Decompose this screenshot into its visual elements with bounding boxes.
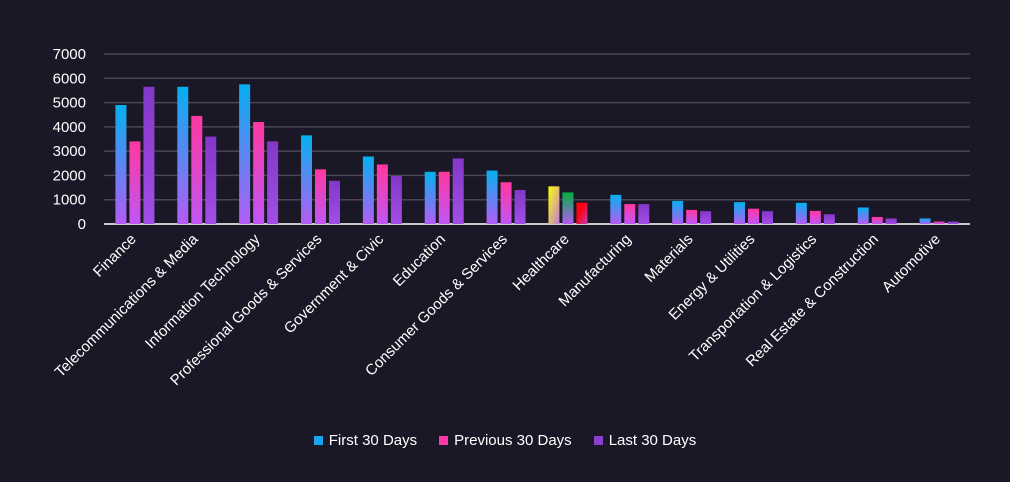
bar-last-30-days[interactable] (143, 86, 155, 225)
x-tick-label: Automotive (879, 231, 944, 296)
legend-label: Previous 30 Days (454, 432, 572, 449)
bar-previous-30-days[interactable] (686, 209, 698, 224)
bar-first-30-days[interactable] (734, 202, 745, 224)
bar-first-30-days[interactable] (239, 84, 251, 224)
x-tick-label: Finance (90, 231, 140, 281)
bar-last-30-days[interactable] (205, 136, 217, 224)
legend-item-last-30-days[interactable]: Last 30 Days (593, 432, 697, 449)
y-tick-label: 0 (78, 216, 86, 233)
bar-last-30-days[interactable] (700, 211, 712, 224)
x-tick-label: Information Technology (142, 230, 264, 352)
bar-previous-30-days[interactable] (129, 141, 141, 224)
bar-previous-30-days[interactable] (191, 115, 203, 224)
bar-last-30-days[interactable] (885, 218, 897, 224)
legend-item-first-30-days[interactable]: First 30 Days (313, 432, 418, 449)
bar-last-30-days[interactable] (576, 202, 588, 224)
y-tick-label: 7000 (53, 46, 86, 63)
legend-swatch (439, 436, 449, 445)
bar-first-30-days[interactable] (795, 202, 807, 224)
y-tick-label: 3000 (53, 143, 86, 160)
bar-previous-30-days[interactable] (933, 221, 945, 224)
bar-previous-30-days[interactable] (624, 204, 636, 224)
bar-last-30-days[interactable] (514, 190, 526, 224)
x-tick-label: Real Estate & Construction (743, 231, 882, 370)
bar-previous-30-days[interactable] (315, 169, 326, 224)
legend-label: First 30 Days (328, 432, 418, 449)
bar-last-30-days[interactable] (329, 180, 340, 224)
bar-first-30-days[interactable] (177, 86, 189, 225)
y-tick-label: 4000 (53, 119, 86, 136)
bar-previous-30-days[interactable] (809, 210, 821, 224)
bar-previous-30-days[interactable] (871, 216, 883, 224)
x-tick-label: Healthcare (509, 231, 572, 294)
bar-last-30-days[interactable] (452, 158, 464, 224)
bar-last-30-days[interactable] (762, 211, 773, 224)
bar-first-30-days[interactable] (115, 105, 127, 224)
y-tick-label: 1000 (53, 192, 86, 209)
legend-label: Last 30 Days (608, 432, 697, 449)
bar-previous-30-days[interactable] (253, 122, 265, 224)
bar-previous-30-days[interactable] (376, 164, 388, 225)
y-tick-label: 6000 (53, 70, 86, 87)
y-tick-label: 5000 (53, 95, 86, 112)
y-tick-label: 2000 (53, 167, 86, 184)
bar-first-30-days[interactable] (672, 200, 684, 224)
bar-first-30-days[interactable] (424, 171, 436, 224)
x-tick-label: Materials (641, 231, 696, 286)
bar-last-30-days[interactable] (390, 175, 402, 224)
bar-first-30-days[interactable] (301, 135, 312, 224)
bar-first-30-days[interactable] (610, 194, 622, 224)
bar-last-30-days[interactable] (947, 221, 959, 224)
legend: First 30 Days Previous 30 Days Last 30 D… (0, 432, 1010, 449)
bar-previous-30-days[interactable] (438, 171, 450, 224)
x-tick-label: Transportation & Logistics (686, 231, 820, 365)
bar-previous-30-days[interactable] (500, 182, 512, 224)
bar-first-30-days[interactable] (857, 207, 869, 224)
legend-swatch (313, 436, 323, 445)
bar-previous-30-days[interactable] (562, 192, 574, 224)
bar-last-30-days[interactable] (823, 214, 835, 224)
legend-item-previous-30-days[interactable]: Previous 30 Days (439, 432, 572, 449)
bar-first-30-days[interactable] (362, 156, 374, 224)
bar-last-30-days[interactable] (267, 141, 279, 224)
bar-last-30-days[interactable] (638, 204, 650, 224)
x-tick-label: Education (390, 231, 449, 290)
bar-previous-30-days[interactable] (748, 208, 759, 224)
bar-first-30-days[interactable] (919, 218, 931, 224)
legend-swatch (593, 436, 603, 445)
bar-first-30-days[interactable] (548, 186, 560, 224)
bar-first-30-days[interactable] (486, 170, 498, 224)
